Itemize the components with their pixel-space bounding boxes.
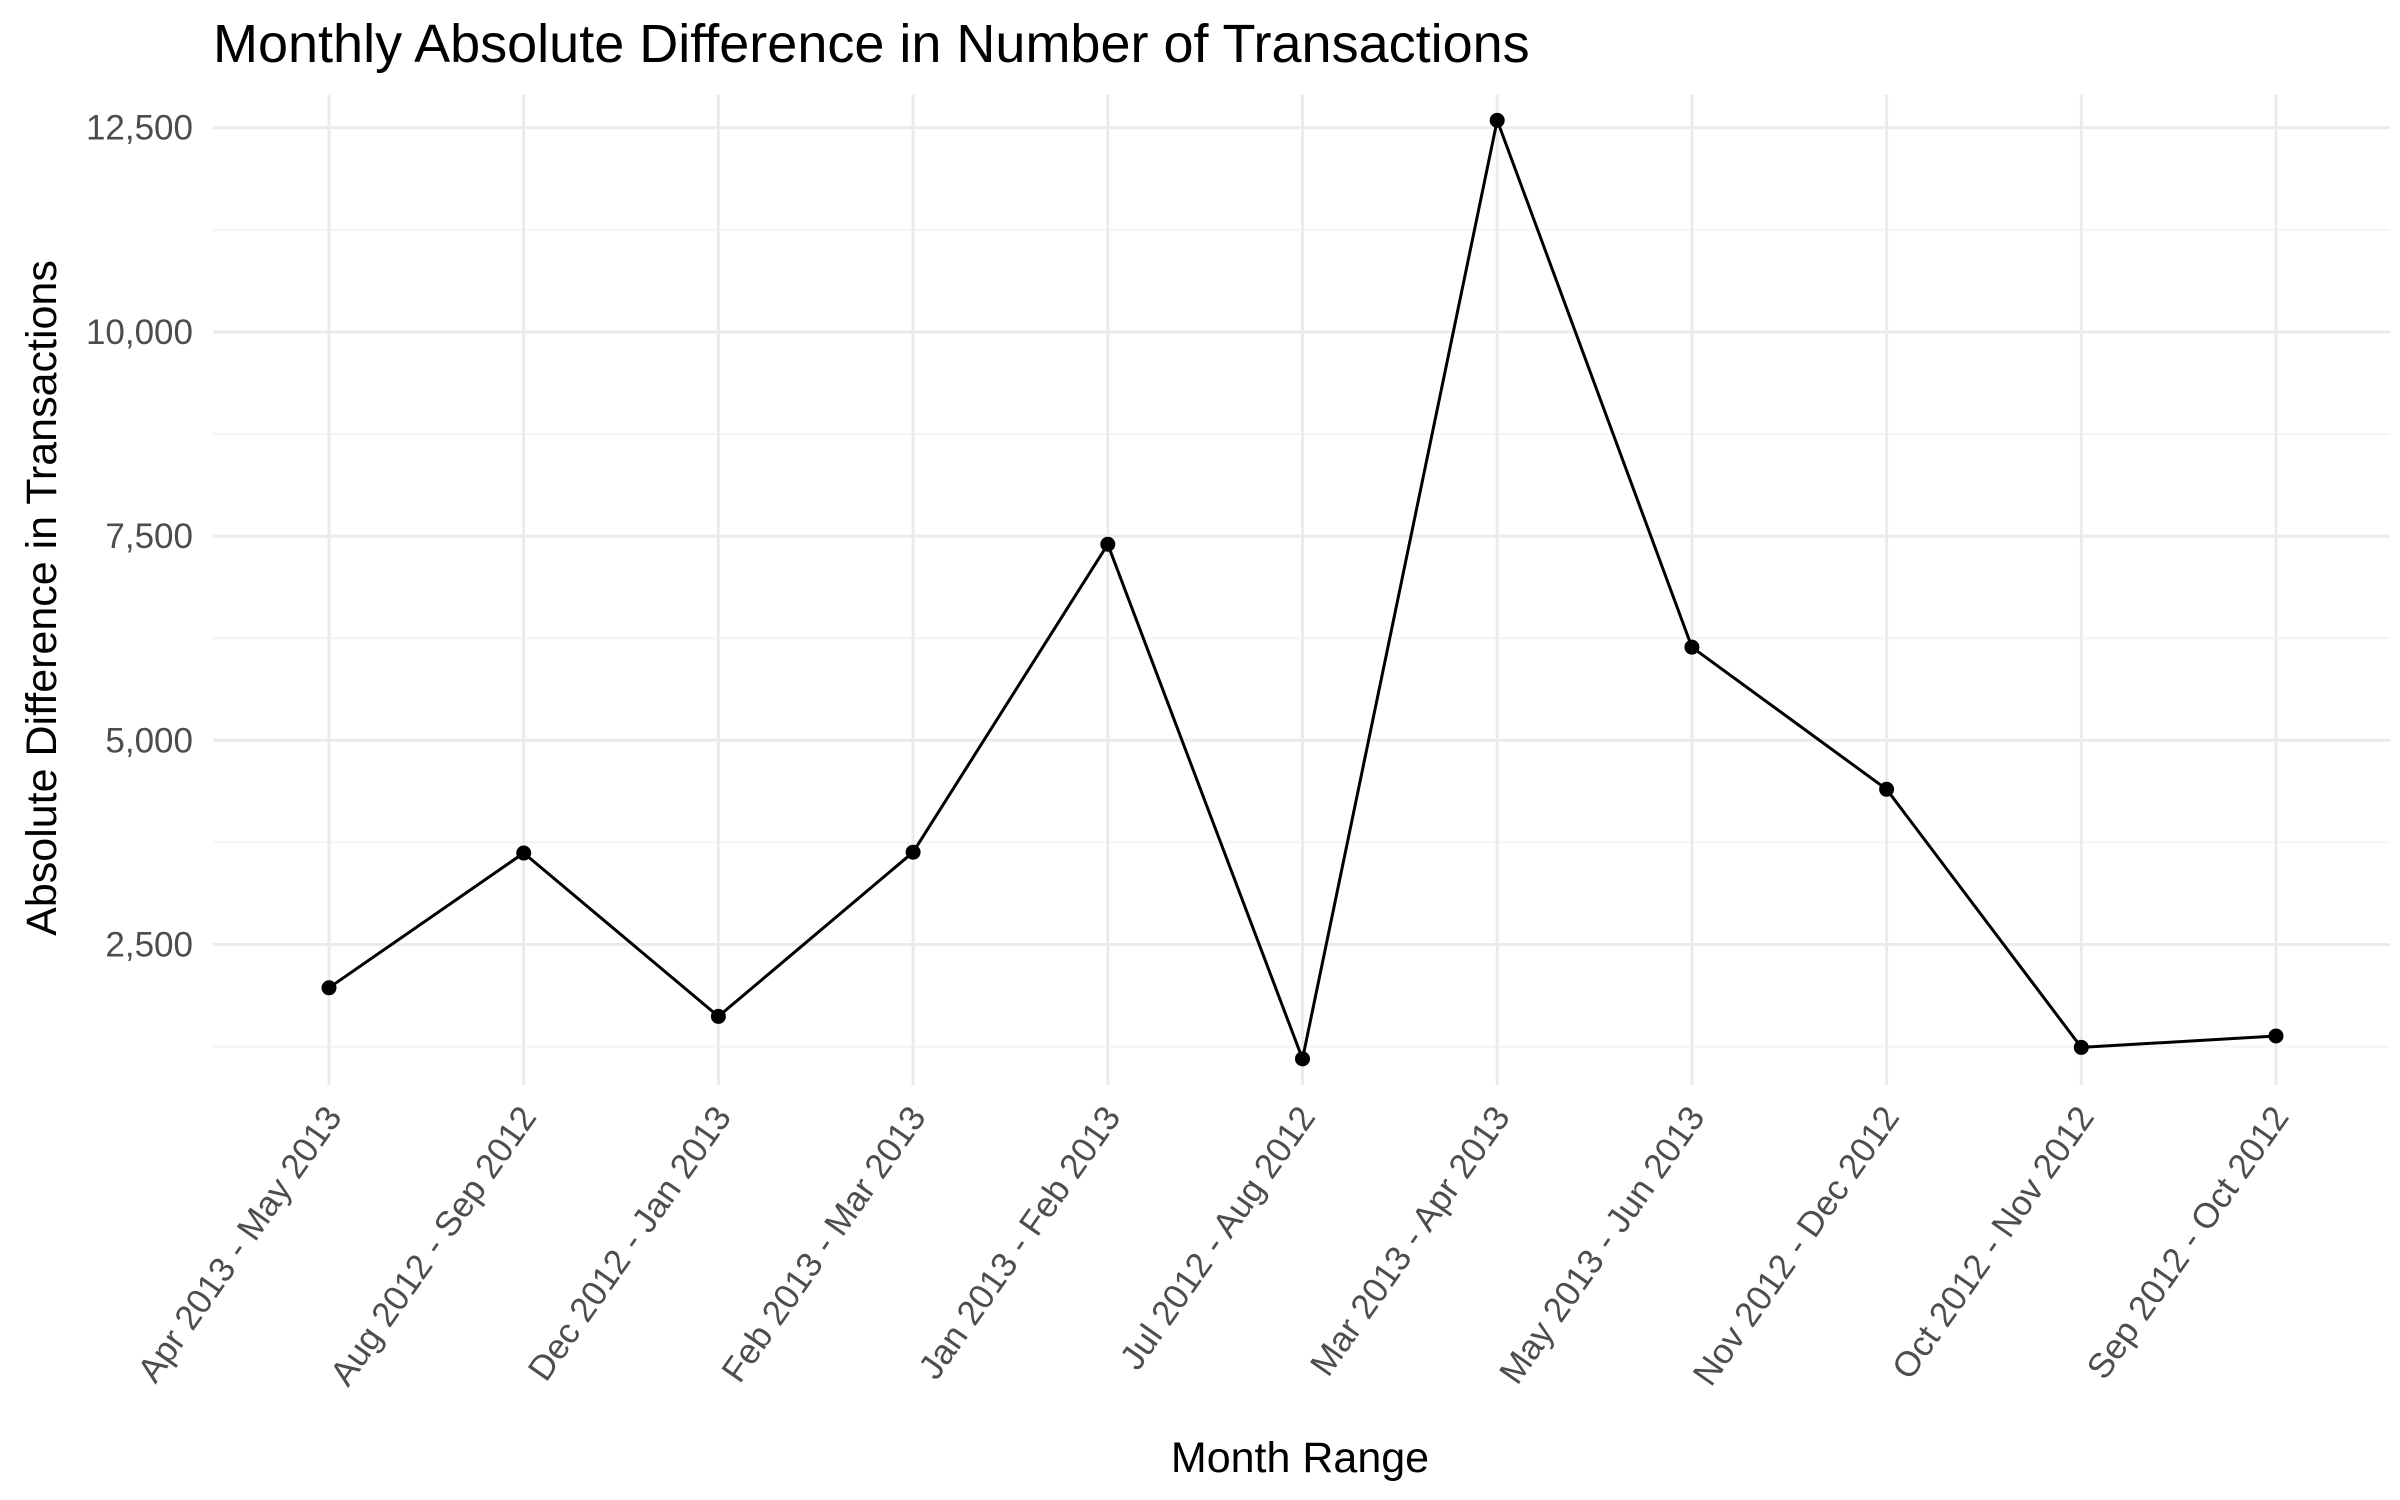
- chart-title: Monthly Absolute Difference in Number of…: [213, 14, 1530, 74]
- x-tick-label: Aug 2012 - Sep 2012: [323, 1099, 545, 1392]
- x-tick-label: Sep 2012 - Oct 2012: [2079, 1099, 2296, 1386]
- x-tick-label: May 2013 - Jun 2013: [1492, 1099, 1713, 1391]
- y-axis-title: Absolute Difference in Transactions: [18, 260, 66, 936]
- data-series: [321, 112, 2284, 1067]
- data-point: [1684, 639, 1700, 655]
- data-point: [1489, 112, 1505, 128]
- data-point: [516, 845, 532, 861]
- y-tick-label: 7,500: [105, 517, 193, 556]
- data-point: [710, 1008, 726, 1024]
- y-tick-label: 2,500: [105, 926, 193, 965]
- x-tick-label: Jan 2013 - Feb 2013: [911, 1099, 1128, 1386]
- x-tick-label: Jul 2012 - Aug 2012: [1113, 1099, 1324, 1376]
- data-point: [2268, 1028, 2284, 1044]
- data-point: [321, 980, 337, 996]
- data-point: [905, 844, 921, 860]
- data-point: [2073, 1039, 2089, 1055]
- x-tick-label: Dec 2012 - Jan 2013: [521, 1099, 739, 1388]
- y-axis-ticks: 2,500 5,000 7,500 10,000 12,500: [86, 109, 193, 965]
- x-axis-title: Month Range: [1171, 1434, 1429, 1482]
- data-point: [1879, 781, 1895, 797]
- x-tick-label: Oct 2012 - Nov 2012: [1885, 1099, 2102, 1386]
- x-tick-label: Mar 2013 - Apr 2013: [1303, 1099, 1518, 1383]
- grid: [213, 95, 2390, 1085]
- x-tick-label: Feb 2013 - Mar 2013: [714, 1099, 933, 1389]
- x-tick-label: Apr 2013 - May 2013: [130, 1099, 349, 1389]
- y-tick-label: 12,500: [86, 109, 193, 148]
- y-tick-label: 5,000: [105, 721, 193, 760]
- data-point: [1295, 1051, 1310, 1067]
- y-tick-label: 10,000: [86, 313, 193, 352]
- data-point: [1100, 536, 1116, 552]
- x-tick-label: Nov 2012 - Dec 2012: [1685, 1099, 1907, 1392]
